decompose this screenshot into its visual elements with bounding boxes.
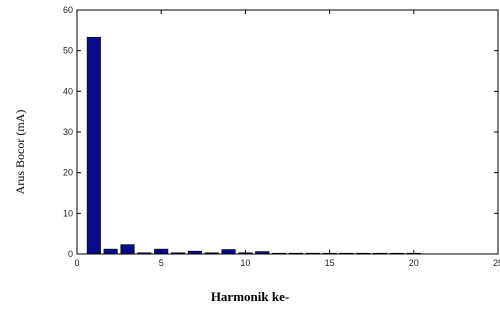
x-tick-labels: 0 5 10 15 20 25	[74, 258, 500, 268]
x-tick-label: 10	[240, 258, 250, 268]
y-tick-label: 40	[63, 86, 73, 96]
y-tick-label: 0	[68, 249, 73, 259]
plot-area	[77, 10, 498, 254]
x-tick-label: 5	[159, 258, 164, 268]
y-axis-title: Arus Bocor (mA)	[13, 110, 27, 195]
y-tick-label: 50	[63, 46, 73, 56]
bar-harmonic-1	[86, 36, 101, 255]
y-tick-label: 20	[63, 168, 73, 178]
x-tick-label: 25	[493, 258, 500, 268]
x-tick-label: 15	[325, 258, 335, 268]
x-tick-label: 20	[409, 258, 419, 268]
x-axis-title: Harmonik ke-	[211, 289, 289, 304]
bar-harmonic-3	[120, 244, 135, 255]
y-tick-label: 10	[63, 208, 73, 218]
x-tick-label: 0	[74, 258, 79, 268]
bar-harmonic-2	[103, 248, 118, 255]
y-tick-label: 30	[63, 127, 73, 137]
y-tick-labels: 0 10 20 30 40 50 60	[63, 5, 73, 259]
bar-harmonic-9	[221, 249, 236, 255]
axis-ticks	[76, 9, 499, 255]
y-tick-label: 60	[63, 5, 73, 15]
